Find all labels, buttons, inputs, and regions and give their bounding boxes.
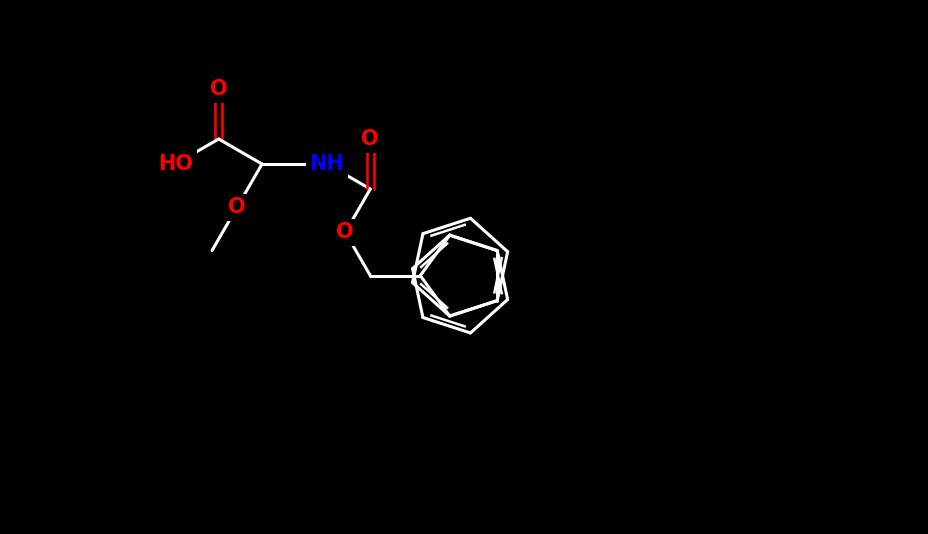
Text: O: O	[210, 79, 227, 99]
Text: O: O	[336, 222, 354, 242]
Text: O: O	[361, 129, 379, 149]
Text: NH: NH	[309, 154, 344, 174]
Text: HO: HO	[158, 154, 193, 174]
Text: O: O	[228, 197, 246, 217]
